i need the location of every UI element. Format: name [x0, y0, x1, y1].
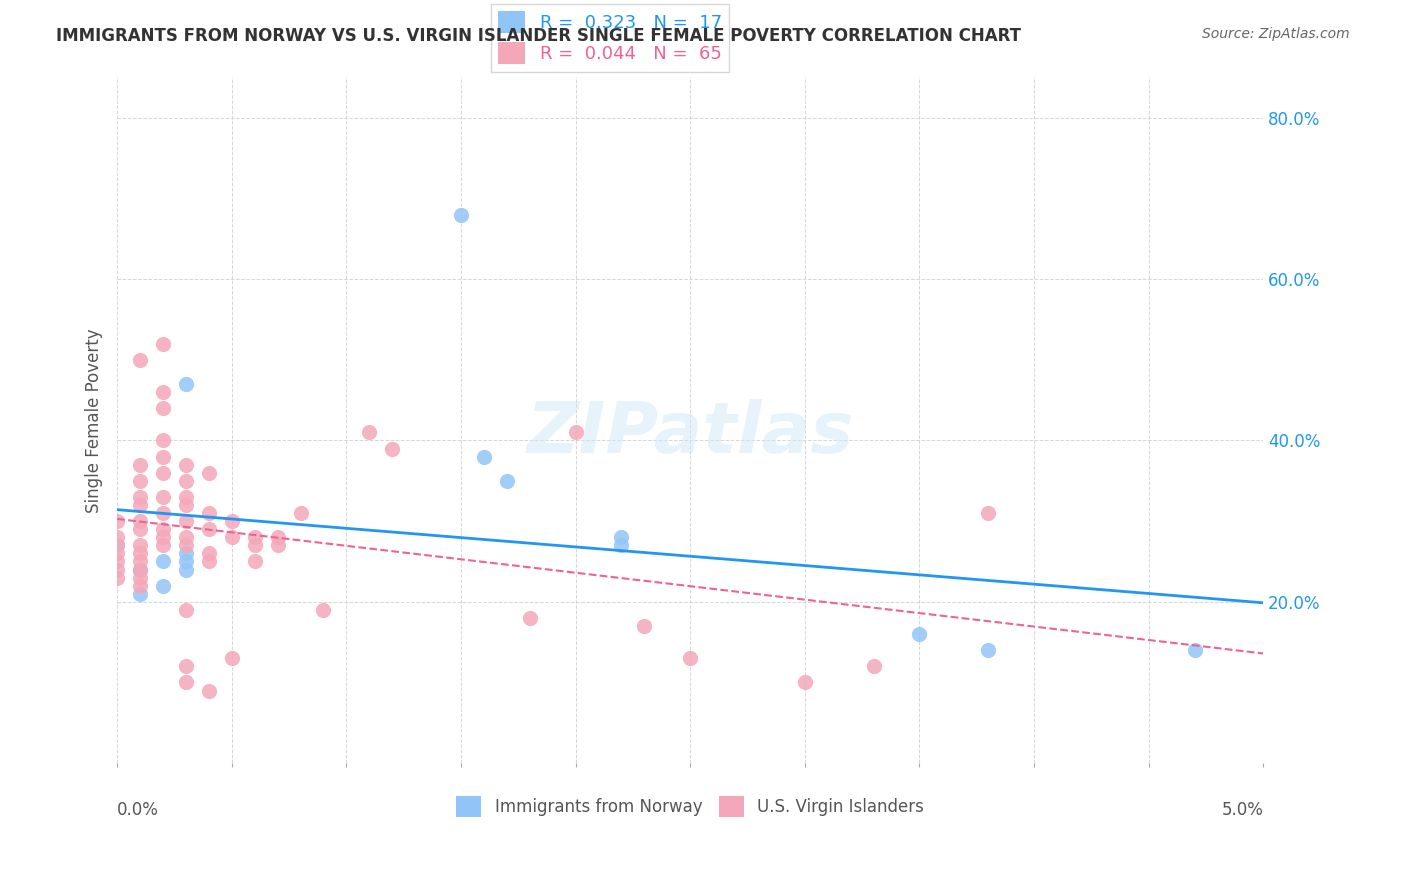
Point: [519, 611, 541, 625]
Point: [152, 530, 174, 544]
Point: [129, 579, 152, 593]
Point: [152, 554, 174, 568]
Point: [129, 490, 152, 504]
Point: [243, 538, 266, 552]
Point: [129, 587, 152, 601]
Point: [152, 506, 174, 520]
Point: [243, 530, 266, 544]
Point: [152, 401, 174, 416]
Text: 0.0%: 0.0%: [117, 801, 159, 819]
Point: [198, 506, 221, 520]
Point: [152, 336, 174, 351]
Point: [129, 514, 152, 528]
Point: [908, 627, 931, 641]
Point: [105, 514, 128, 528]
Point: [174, 675, 197, 690]
Point: [105, 538, 128, 552]
Point: [174, 514, 197, 528]
Point: [174, 554, 197, 568]
Point: [174, 490, 197, 504]
Point: [174, 562, 197, 576]
Point: [105, 546, 128, 560]
Point: [266, 538, 288, 552]
Point: [472, 450, 495, 464]
Point: [977, 506, 1000, 520]
Point: [152, 450, 174, 464]
Y-axis label: Single Female Poverty: Single Female Poverty: [86, 328, 103, 513]
Point: [129, 474, 152, 488]
Point: [381, 442, 404, 456]
Point: [152, 466, 174, 480]
Point: [977, 643, 1000, 657]
Point: [105, 530, 128, 544]
Point: [359, 425, 381, 440]
Point: [129, 352, 152, 367]
Point: [174, 546, 197, 560]
Point: [450, 208, 472, 222]
Point: [610, 538, 633, 552]
Point: [129, 571, 152, 585]
Point: [129, 562, 152, 576]
Point: [312, 603, 335, 617]
Point: [221, 651, 243, 665]
Point: [174, 458, 197, 472]
Point: [221, 514, 243, 528]
Point: [152, 522, 174, 536]
Legend: Immigrants from Norway, U.S. Virgin Islanders: Immigrants from Norway, U.S. Virgin Isla…: [450, 789, 931, 823]
Point: [174, 603, 197, 617]
Point: [862, 659, 884, 673]
Point: [198, 466, 221, 480]
Point: [105, 538, 128, 552]
Text: Source: ZipAtlas.com: Source: ZipAtlas.com: [1202, 27, 1350, 41]
Point: [198, 522, 221, 536]
Point: [174, 376, 197, 391]
Point: [679, 651, 702, 665]
Point: [174, 659, 197, 673]
Point: [129, 562, 152, 576]
Point: [129, 538, 152, 552]
Point: [198, 546, 221, 560]
Point: [564, 425, 586, 440]
Point: [266, 530, 288, 544]
Point: [1184, 643, 1206, 657]
Text: ZIPatlas: ZIPatlas: [527, 400, 853, 468]
Point: [105, 562, 128, 576]
Point: [174, 538, 197, 552]
Point: [129, 498, 152, 512]
Point: [174, 498, 197, 512]
Point: [152, 579, 174, 593]
Point: [496, 474, 519, 488]
Text: 5.0%: 5.0%: [1222, 801, 1264, 819]
Point: [152, 538, 174, 552]
Text: IMMIGRANTS FROM NORWAY VS U.S. VIRGIN ISLANDER SINGLE FEMALE POVERTY CORRELATION: IMMIGRANTS FROM NORWAY VS U.S. VIRGIN IS…: [56, 27, 1021, 45]
Point: [610, 530, 633, 544]
Point: [198, 683, 221, 698]
Point: [152, 434, 174, 448]
Point: [152, 490, 174, 504]
Point: [793, 675, 815, 690]
Point: [243, 554, 266, 568]
Point: [221, 530, 243, 544]
Point: [129, 546, 152, 560]
Point: [129, 458, 152, 472]
Point: [105, 554, 128, 568]
Point: [129, 554, 152, 568]
Point: [105, 571, 128, 585]
Point: [633, 619, 655, 633]
Point: [129, 522, 152, 536]
Point: [174, 530, 197, 544]
Point: [290, 506, 312, 520]
Point: [198, 554, 221, 568]
Point: [174, 474, 197, 488]
Point: [152, 385, 174, 400]
